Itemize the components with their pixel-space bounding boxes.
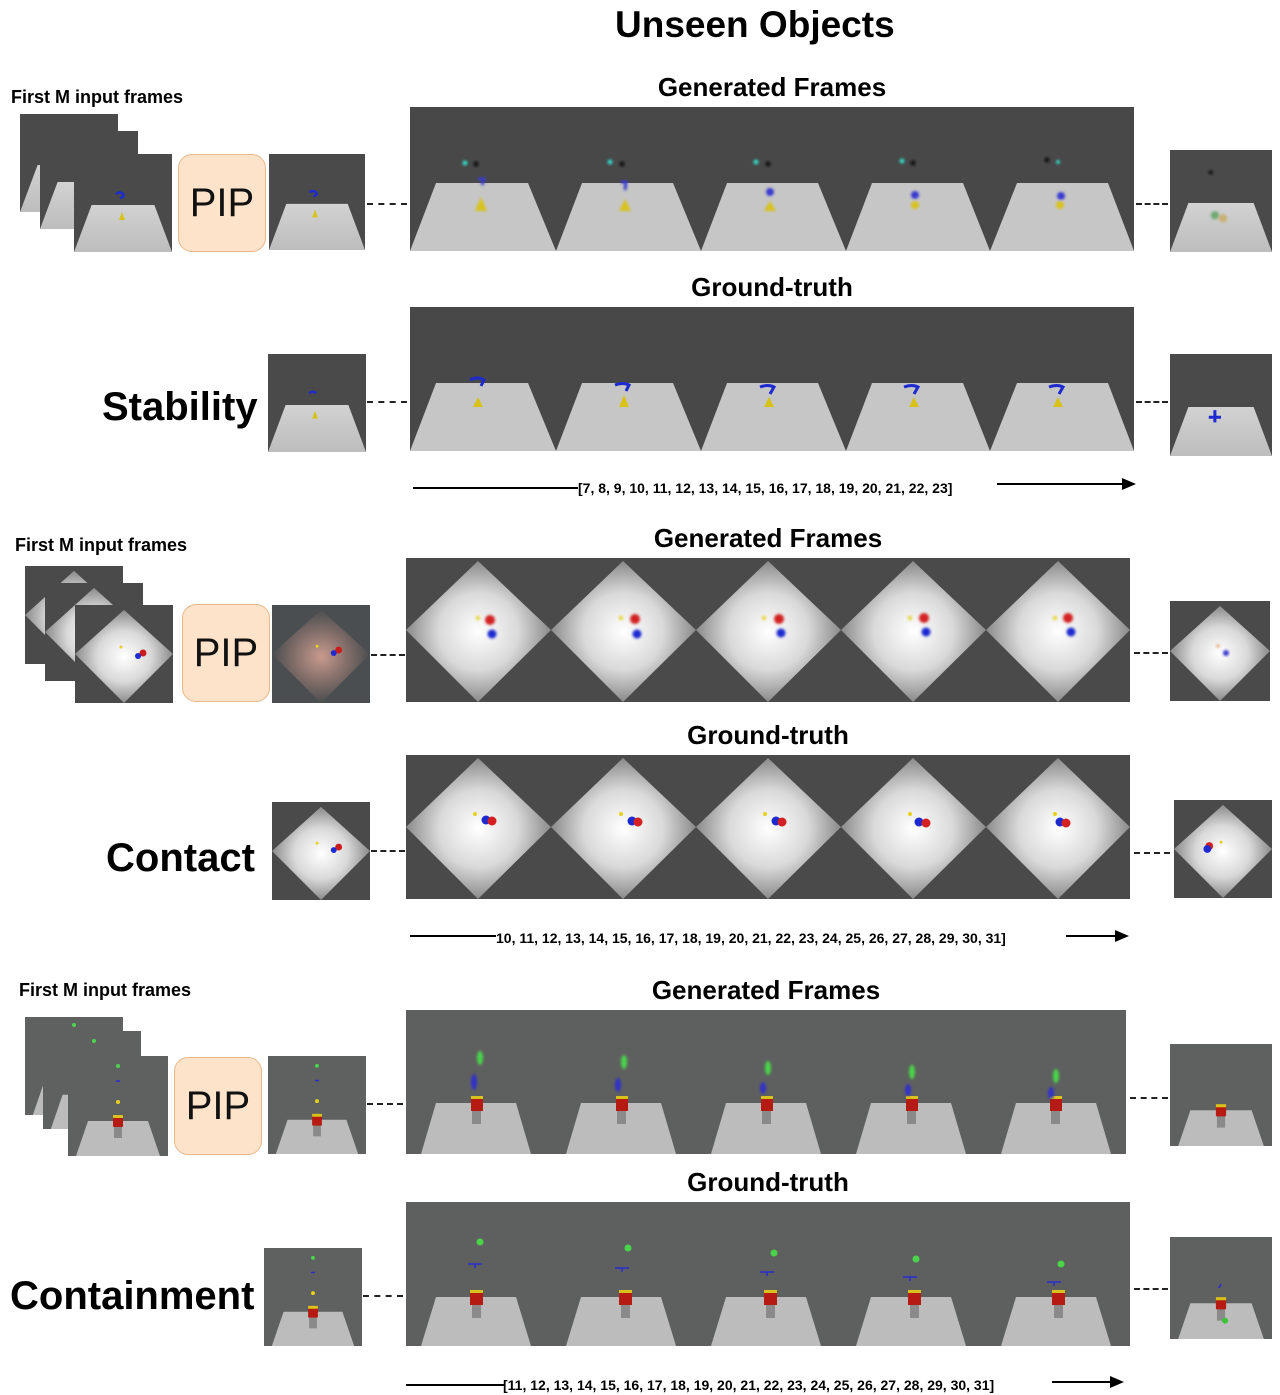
- connector-dash: [1134, 852, 1170, 854]
- gt-last-frame: [1174, 800, 1272, 898]
- arrow-head: [1110, 1376, 1124, 1388]
- connector-dash: [367, 203, 407, 205]
- connector-dash: [1130, 1097, 1168, 1099]
- pip-model-box: PIP: [178, 154, 266, 252]
- input-frame-stack: [25, 1017, 168, 1156]
- timeline-arrow-left: [413, 487, 578, 489]
- pip-model-box: PIP: [182, 604, 270, 702]
- gt-first-frame: [272, 802, 370, 900]
- ground-truth-label: Ground-truth: [687, 1167, 849, 1197]
- ground-truth-label: Ground-truth: [687, 720, 849, 750]
- connector-dash: [367, 1103, 403, 1105]
- connector-dash: [1136, 203, 1168, 205]
- timeline-label: [11, 12, 13, 14, 15, 16, 17, 18, 19, 20,…: [503, 1377, 995, 1393]
- gt-first-frame: [264, 1248, 362, 1346]
- connector-dash: [367, 401, 407, 403]
- last-input-frame: [272, 605, 370, 703]
- ground-truth-strip: [406, 755, 1130, 899]
- connector-dash: [363, 1295, 403, 1297]
- pip-model-box: PIP: [174, 1057, 262, 1155]
- final-generated-frame: [1170, 601, 1270, 701]
- timeline-label: 10, 11, 12, 13, 14, 15, 16, 17, 18, 19, …: [496, 930, 1006, 946]
- timeline-label: [7, 8, 9, 10, 11, 12, 13, 14, 15, 16, 17…: [578, 480, 953, 496]
- connector-dash: [371, 850, 405, 852]
- final-generated-frame: [1170, 1044, 1272, 1146]
- category-label-contact: Contact: [106, 836, 255, 880]
- timeline-arrow-right: [1052, 1381, 1112, 1383]
- timeline-arrow-left: [406, 1384, 504, 1386]
- connector-dash: [1134, 1288, 1168, 1290]
- connector-dash: [1134, 652, 1168, 654]
- ground-truth-strip: [410, 307, 1134, 451]
- timeline-arrow-right: [1066, 935, 1118, 937]
- timeline-arrow-right: [997, 483, 1125, 485]
- last-input-frame: [269, 154, 365, 250]
- input-frame-stack: [20, 114, 172, 252]
- generated-frames-label: Generated Frames: [651, 975, 881, 1005]
- timeline-arrow-left: [410, 935, 496, 937]
- connector-dash: [371, 654, 405, 656]
- final-generated-frame: [1170, 150, 1272, 252]
- input-frames-label: First M input frames: [11, 87, 184, 107]
- input-frames-label: First M input frames: [15, 535, 188, 555]
- ground-truth-label: Ground-truth: [691, 272, 853, 302]
- connector-dash: [1136, 401, 1168, 403]
- gt-last-frame: [1170, 354, 1272, 456]
- generated-frames-strip: [410, 107, 1134, 251]
- input-frames-label: First M input frames: [19, 980, 192, 1000]
- category-label-containment: Containment: [10, 1274, 255, 1318]
- gt-last-frame: [1170, 1237, 1272, 1339]
- gt-first-frame: [268, 354, 366, 452]
- generated-frames-strip: [406, 1010, 1126, 1154]
- category-label-stability: Stability: [102, 385, 258, 429]
- generated-frames-label: Generated Frames: [657, 72, 887, 102]
- ground-truth-strip: [406, 1202, 1130, 1346]
- generated-frames-label: Generated Frames: [653, 523, 883, 553]
- generated-frames-strip: [406, 558, 1130, 702]
- last-input-frame: [268, 1056, 366, 1154]
- page-title: Unseen Objects: [615, 4, 895, 45]
- arrow-head: [1115, 930, 1129, 942]
- input-frame-stack: [25, 566, 173, 703]
- arrow-head: [1122, 478, 1136, 490]
